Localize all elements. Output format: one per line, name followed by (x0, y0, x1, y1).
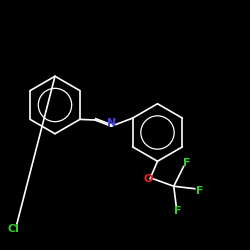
Text: N: N (106, 118, 116, 128)
Text: F: F (174, 206, 182, 216)
Text: O: O (143, 174, 153, 184)
Text: F: F (196, 186, 203, 196)
Text: Cl: Cl (8, 224, 20, 234)
Text: F: F (183, 158, 191, 168)
